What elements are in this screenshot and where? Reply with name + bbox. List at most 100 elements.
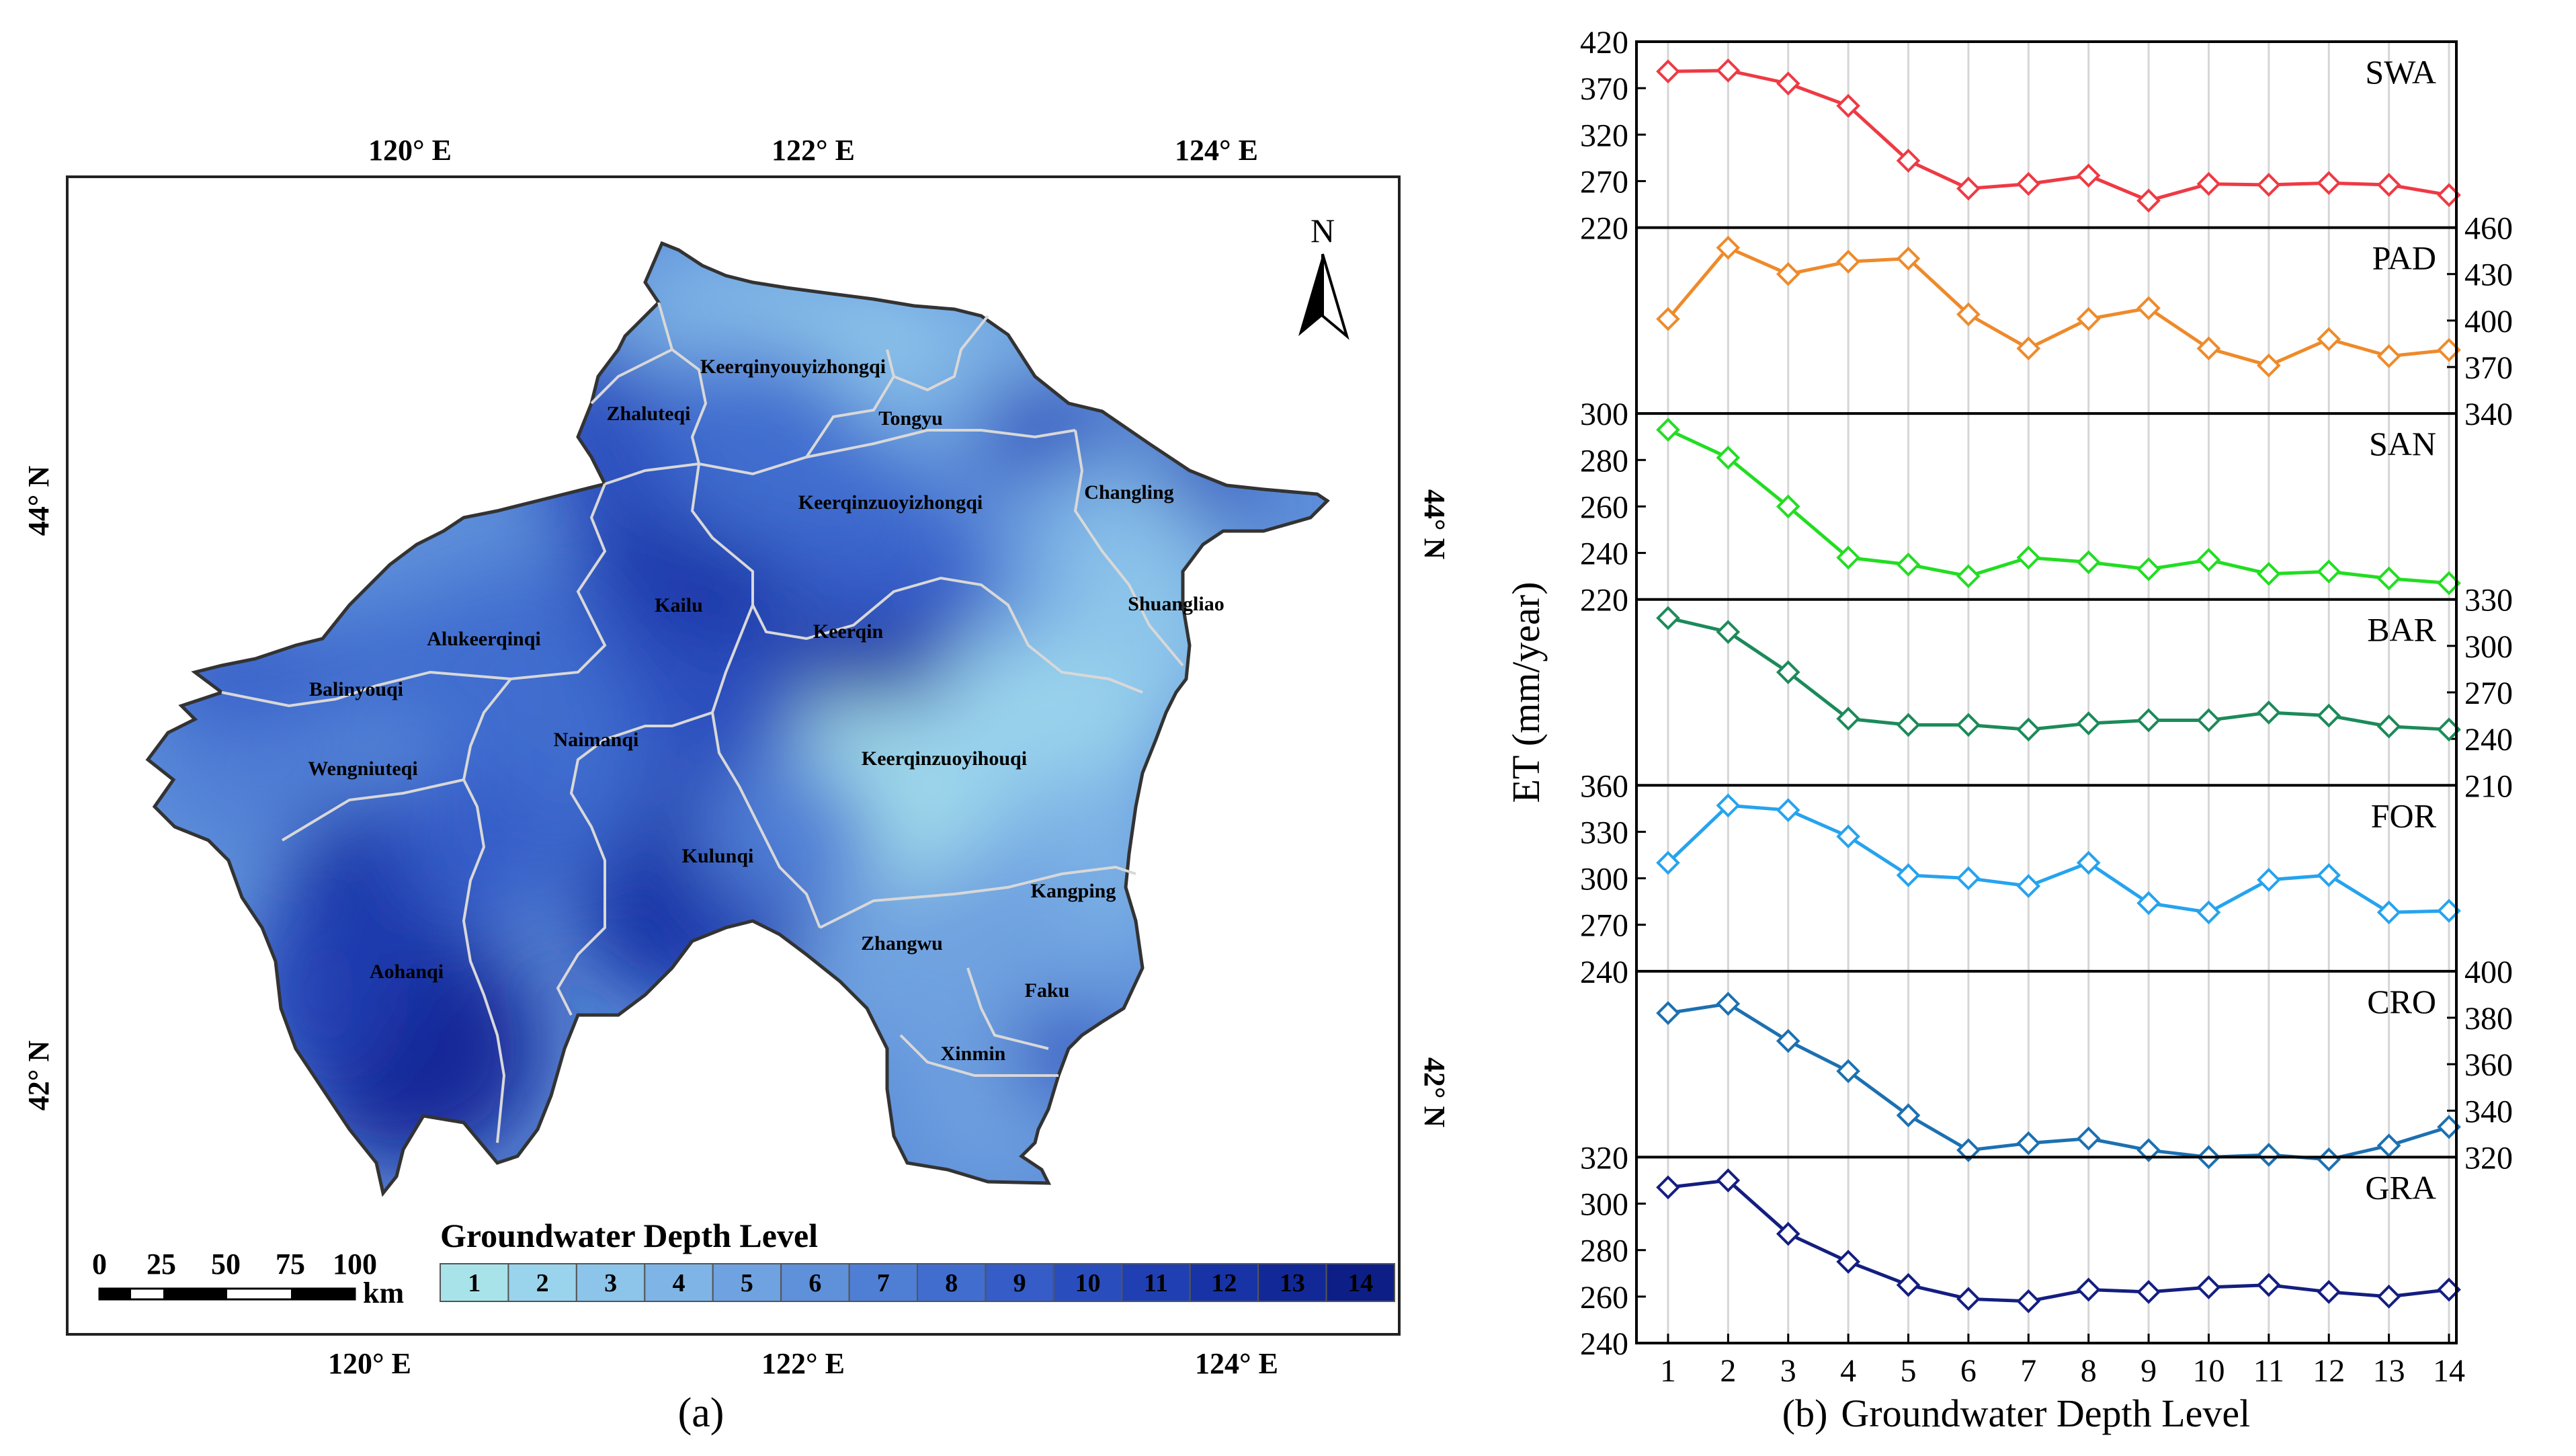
legend-label-1: 1 — [468, 1269, 481, 1297]
y-tick-bar-300: 300 — [2464, 629, 2513, 665]
series-panel-gra: 240 260 280 300 320 GRA — [1580, 1140, 2461, 1362]
region-label-alukeerqinqi: Alukeerqinqi — [427, 628, 541, 650]
legend-label-11: 11 — [1144, 1269, 1168, 1297]
x-tick-9: 9 — [2141, 1353, 2157, 1389]
region-label-aohanqi: Aohanqi — [370, 961, 444, 983]
point-pad-6 — [1956, 302, 1981, 327]
study-area-outline — [145, 241, 1330, 1197]
point-for-9 — [2136, 891, 2161, 916]
point-bar-2 — [1716, 620, 1741, 644]
point-swa-11 — [2257, 173, 2281, 197]
x-tick-7: 7 — [2020, 1353, 2036, 1389]
series-panel-for: 240 270 300 330 360 FOR — [1580, 768, 2461, 990]
point-bar-9 — [2136, 708, 2161, 733]
point-gra-2 — [1716, 1168, 1741, 1192]
x-axis-title: Groundwater Depth Level — [1841, 1391, 2250, 1435]
point-for-10 — [2196, 900, 2221, 925]
region-label-faku: Faku — [1025, 979, 1070, 1002]
point-swa-7 — [2016, 171, 2041, 196]
point-cro-6 — [1956, 1138, 1981, 1162]
series-line-cro — [1667, 1002, 2450, 1162]
point-san-5 — [1896, 553, 1921, 577]
series-panel-swa: 220 270 320 370 420 SWA — [1580, 25, 2461, 247]
lon-tick-bottom-122: 122° E — [761, 1347, 845, 1380]
legend-swatch-4 — [644, 1263, 714, 1302]
y-tick-swa-370: 370 — [1580, 71, 1628, 107]
point-pad-7 — [2016, 336, 2041, 361]
y-tick-gra-260: 260 — [1580, 1280, 1628, 1316]
point-pad-11 — [2257, 353, 2281, 378]
x-tick-2: 2 — [1720, 1353, 1736, 1389]
et-line-chart-panel: 220270320370420SWA340370400430460PAD2202… — [1504, 25, 2513, 1435]
groundwater-map-panel: 120° E 122° E 124° E 120° E 122° E 124° … — [22, 134, 1451, 1436]
region-labels: Keerqinyouyizhongqi Zhaluteqi Tongyu Changl… — [308, 356, 1224, 1065]
x-tick-12: 12 — [2313, 1353, 2345, 1389]
lon-tick-top-122: 122° E — [772, 134, 855, 167]
x-tick-1: 1 — [1660, 1353, 1676, 1389]
region-label-keerqinzuoyizhongqi: Keerqinzuoyizhongqi — [798, 491, 983, 514]
y-tick-bar-330: 330 — [2464, 583, 2513, 618]
point-cro-4 — [1836, 1059, 1860, 1084]
point-swa-8 — [2076, 163, 2101, 188]
point-for-7 — [2016, 874, 2041, 898]
point-san-4 — [1836, 545, 1860, 570]
point-gra-10 — [2196, 1275, 2221, 1299]
legend-label-14: 14 — [1347, 1269, 1373, 1297]
north-label: N — [1311, 212, 1335, 249]
north-arrow-icon — [1298, 254, 1323, 336]
legend-label-12: 12 — [1211, 1269, 1237, 1297]
point-bar-1 — [1656, 606, 1680, 631]
point-cro-11 — [2257, 1143, 2281, 1167]
point-cro-12 — [2317, 1147, 2341, 1172]
point-san-9 — [2136, 557, 2161, 581]
scale-bar: 0 25 50 75 100 km — [92, 1248, 404, 1309]
y-tick-cro-380: 380 — [2464, 1001, 2513, 1037]
point-for-1 — [1656, 850, 1680, 875]
legend-label-8: 8 — [945, 1269, 958, 1297]
point-san-1 — [1656, 417, 1680, 442]
y-tick-san-240: 240 — [1580, 536, 1628, 572]
y-tick-san-300: 300 — [1580, 397, 1628, 432]
x-tick-13: 13 — [2373, 1353, 2405, 1389]
legend-swatch-3 — [575, 1263, 646, 1302]
point-bar-7 — [2016, 717, 2041, 742]
y-tick-cro-320: 320 — [2464, 1140, 2513, 1176]
y-tick-san-280: 280 — [1580, 443, 1628, 479]
point-swa-13 — [2376, 173, 2401, 197]
point-cro-13 — [2376, 1133, 2401, 1158]
point-bar-5 — [1896, 713, 1921, 737]
region-label-shuangliao: Shuangliao — [1128, 593, 1224, 615]
y-axis-label: ET (mm/year) — [1504, 581, 1548, 803]
point-gra-6 — [1956, 1287, 1981, 1311]
y-tick-bar-240: 240 — [2464, 722, 2513, 758]
scale-unit: km — [363, 1277, 404, 1309]
region-label-kailu: Kailu — [655, 594, 703, 616]
x-tick-6: 6 — [1960, 1353, 1977, 1389]
point-san-10 — [2196, 548, 2221, 572]
lat-tick-right-42: 42° N — [1418, 1057, 1451, 1128]
legend-label-13: 13 — [1280, 1269, 1305, 1297]
point-swa-4 — [1836, 93, 1860, 118]
region-label-balinyouqi: Balinyouqi — [309, 678, 403, 700]
lat-tick-left-44: 44° N — [22, 466, 55, 536]
legend-swatch-2 — [507, 1263, 577, 1302]
y-tick-cro-340: 340 — [2464, 1094, 2513, 1129]
y-tick-pad-340: 340 — [2464, 397, 2513, 432]
point-for-13 — [2376, 900, 2401, 925]
point-bar-12 — [2317, 703, 2341, 728]
lon-tick-top-124: 124° E — [1175, 134, 1258, 167]
scale-tick-25: 25 — [147, 1248, 176, 1281]
region-label-wengniuteqi: Wengniuteqi — [308, 758, 417, 780]
region-label-keerqin: Keerqin — [813, 620, 884, 643]
point-swa-6 — [1956, 176, 1981, 201]
y-tick-swa-320: 320 — [1580, 118, 1628, 153]
point-san-3 — [1776, 494, 1800, 519]
depth-legend: Groundwater Depth Level 1 2 3 4 5 6 7 8 9 10 11 12 1… — [440, 1217, 1395, 1302]
y-tick-pad-430: 430 — [2464, 257, 2513, 293]
y-tick-swa-270: 270 — [1580, 164, 1628, 200]
point-gra-11 — [2257, 1272, 2281, 1297]
series-label-gra: GRA — [2365, 1168, 2436, 1206]
scale-tick-0: 0 — [92, 1248, 107, 1281]
legend-title: Groundwater Depth Level — [440, 1217, 818, 1254]
y-tick-cro-400: 400 — [2464, 955, 2513, 990]
